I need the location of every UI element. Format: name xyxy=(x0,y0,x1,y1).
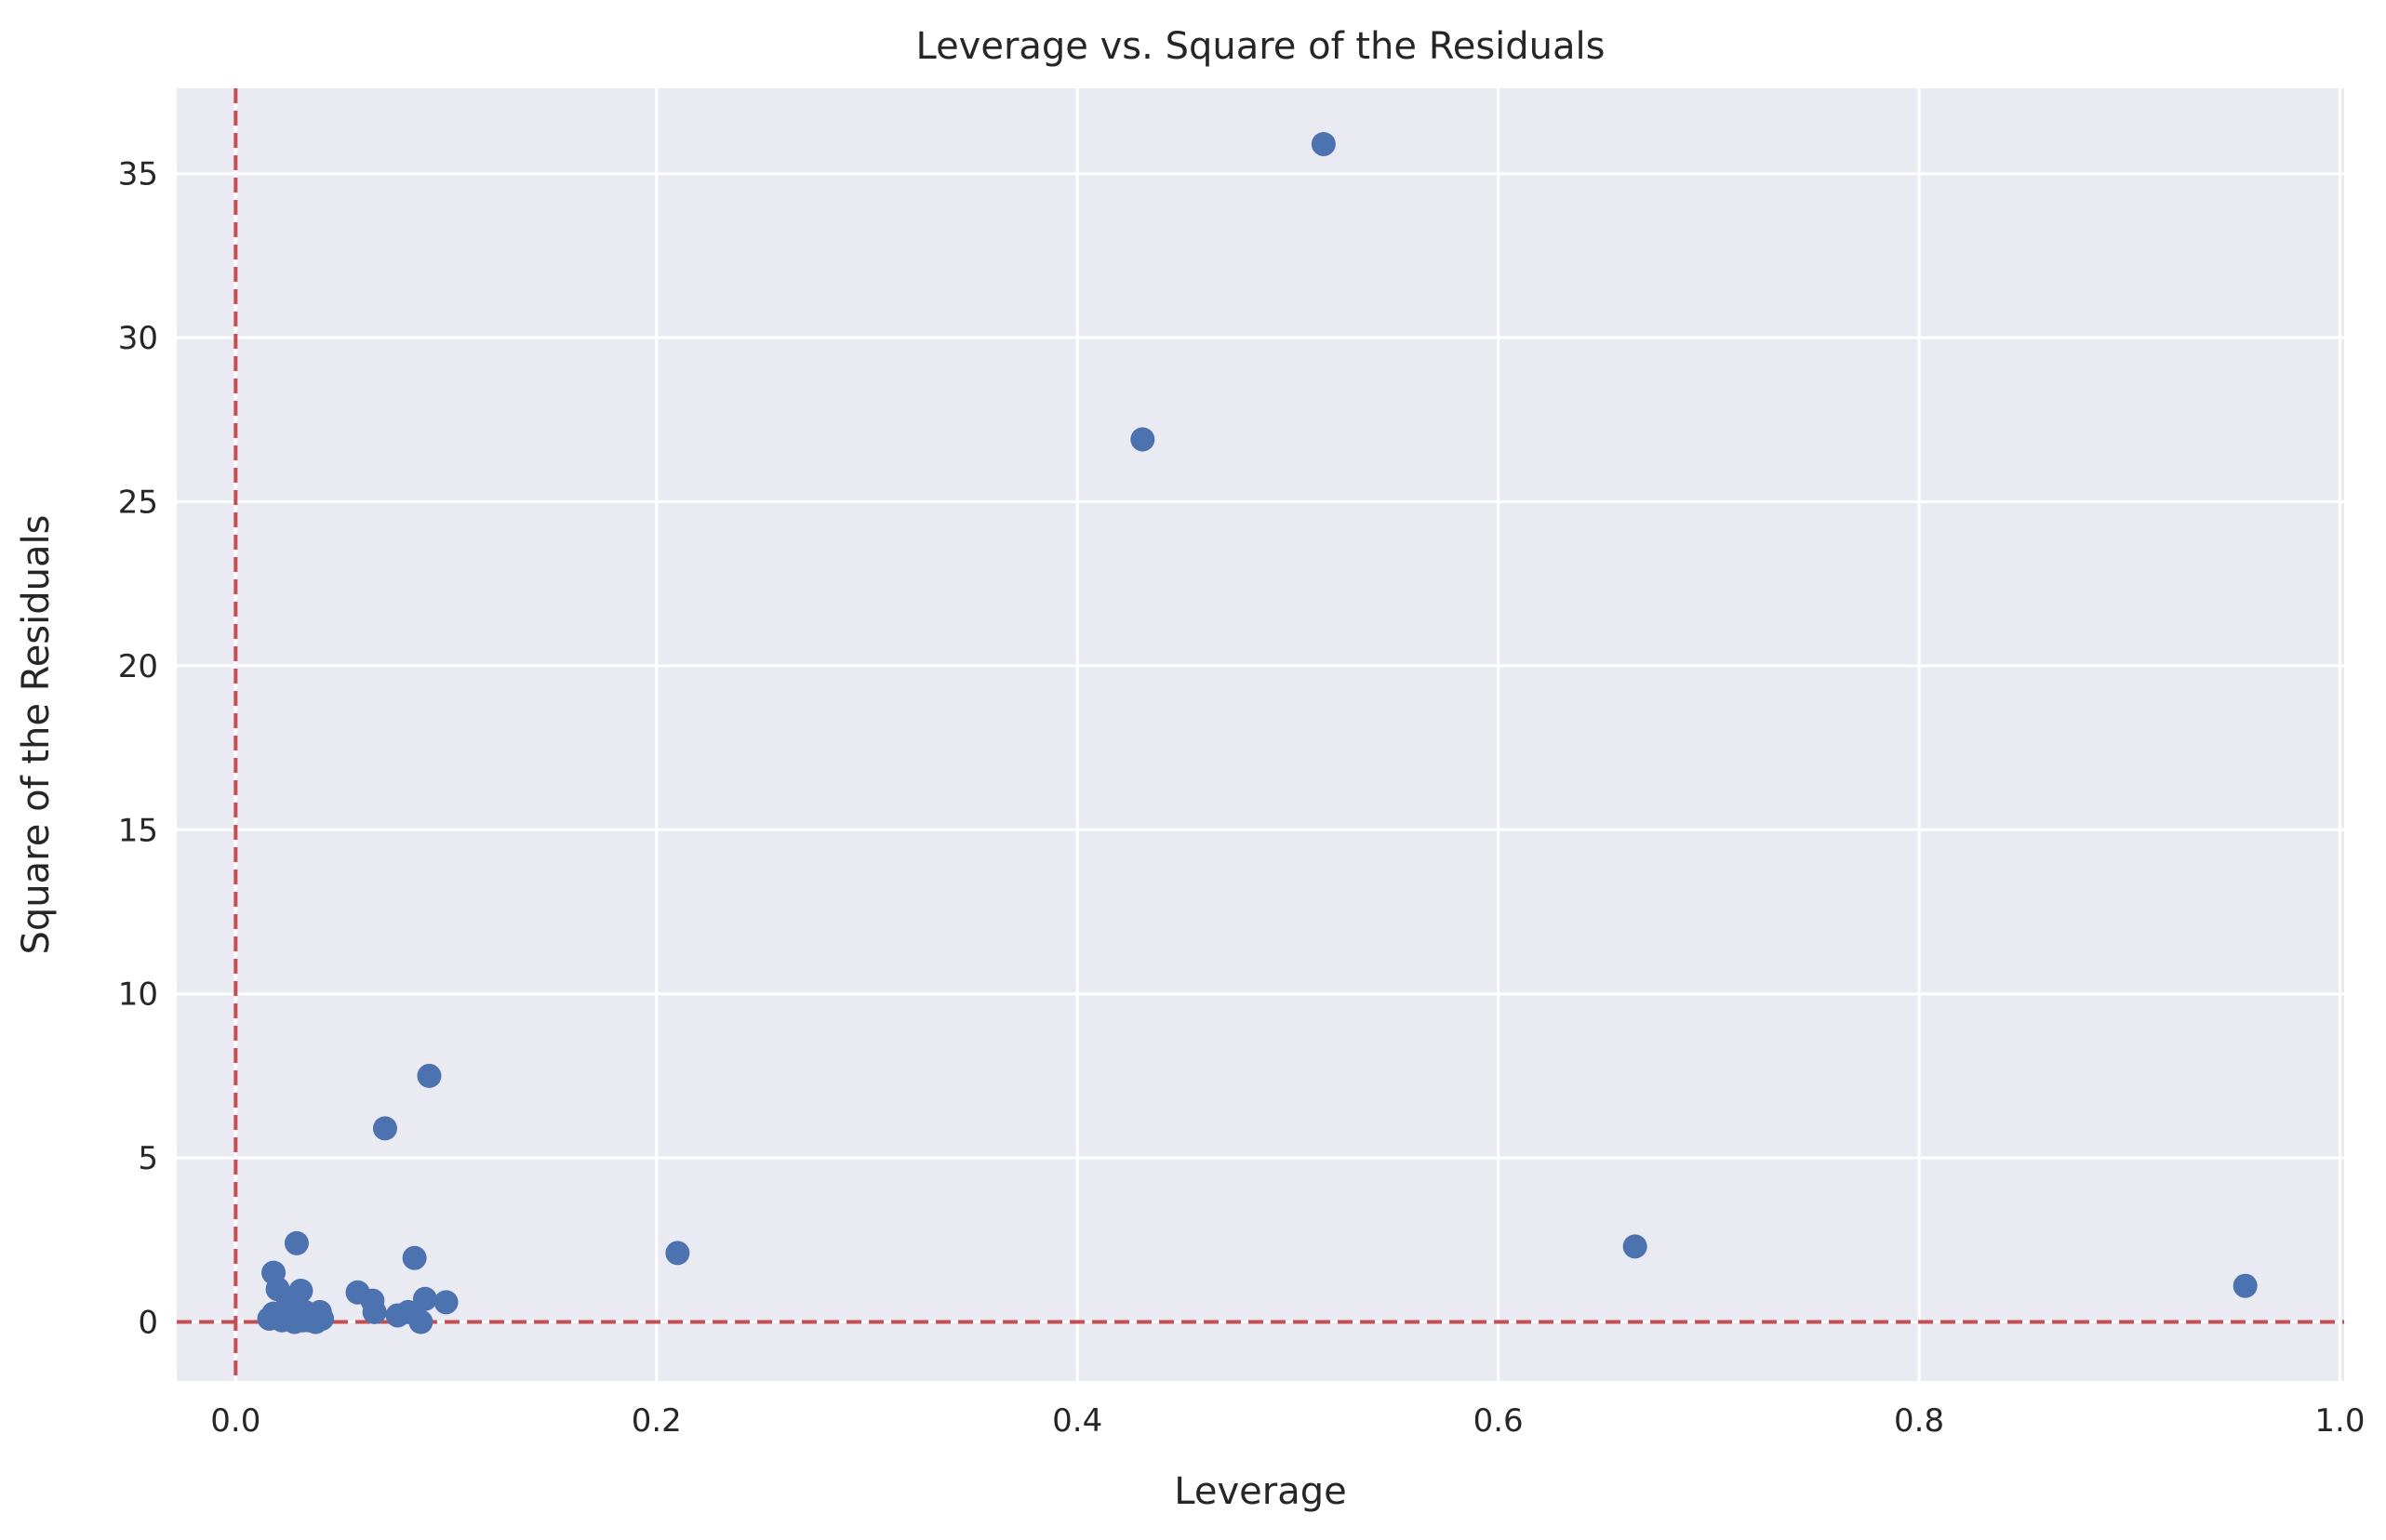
data-point xyxy=(412,1286,437,1311)
data-point xyxy=(362,1299,387,1324)
data-point xyxy=(433,1290,459,1315)
data-point xyxy=(402,1245,427,1270)
data-point xyxy=(372,1116,397,1141)
y-tick-labels: 0 5 10 15 20 25 30 35 xyxy=(118,156,158,1342)
data-point xyxy=(1622,1234,1647,1259)
y-tick-label: 25 xyxy=(118,485,158,522)
y-tick-label: 20 xyxy=(118,648,158,685)
x-tick-label: 1.0 xyxy=(2314,1402,2365,1440)
chart-title: Leverage vs. Square of the Residuals xyxy=(915,25,1605,68)
x-tick-label: 0.8 xyxy=(1894,1402,1944,1440)
data-points xyxy=(257,131,2258,1334)
x-tick-label: 0.2 xyxy=(632,1402,682,1440)
x-tick-label: 0.4 xyxy=(1052,1402,1102,1440)
data-point xyxy=(408,1309,433,1334)
x-tick-labels: 0.0 0.2 0.4 0.6 0.8 1.0 xyxy=(210,1402,2365,1440)
x-tick-label: 0.6 xyxy=(1473,1402,1524,1440)
data-point xyxy=(665,1241,690,1266)
plot-area-background xyxy=(177,88,2344,1381)
data-point xyxy=(1130,427,1155,452)
data-point xyxy=(2233,1273,2258,1298)
reference-lines xyxy=(177,88,2344,1381)
x-tick-label: 0.0 xyxy=(210,1402,260,1440)
grid-lines xyxy=(177,88,2344,1381)
data-point xyxy=(1311,131,1336,156)
y-axis-label: Square of the Residuals xyxy=(15,515,58,955)
x-axis-label: Leverage xyxy=(1174,1470,1346,1513)
data-point xyxy=(284,1230,309,1255)
data-point xyxy=(267,1303,292,1328)
y-tick-label: 5 xyxy=(138,1140,158,1177)
y-tick-label: 15 xyxy=(118,812,158,849)
y-tick-label: 0 xyxy=(138,1304,158,1341)
y-tick-label: 10 xyxy=(118,976,158,1014)
data-point xyxy=(310,1306,335,1331)
y-tick-label: 30 xyxy=(118,320,158,357)
data-point xyxy=(417,1063,442,1088)
y-tick-label: 35 xyxy=(118,156,158,193)
